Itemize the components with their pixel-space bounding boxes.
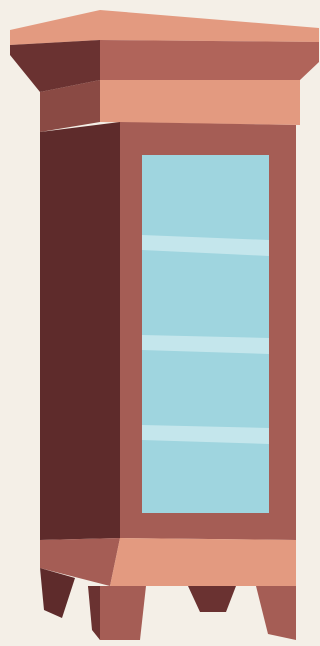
glass <box>142 155 269 513</box>
base-front <box>110 538 296 586</box>
page <box>0 0 319 646</box>
body-side <box>40 122 120 540</box>
cabinet <box>10 10 319 640</box>
cabinet-illustration <box>0 0 319 646</box>
cornice-front <box>100 40 319 80</box>
band-front <box>100 80 300 125</box>
